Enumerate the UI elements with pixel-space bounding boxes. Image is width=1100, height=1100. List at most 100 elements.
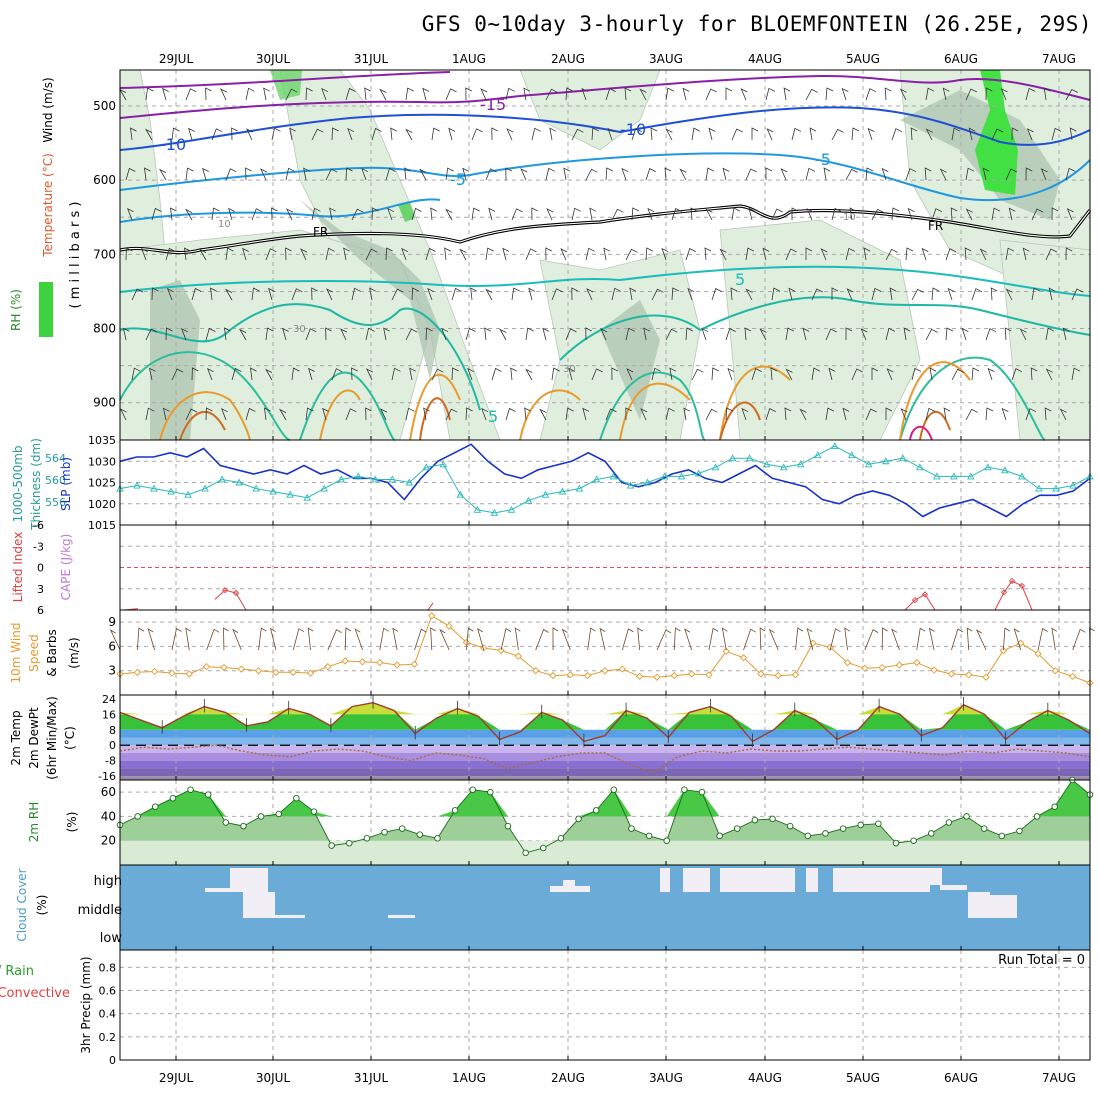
upper-wind-barb-0-12 [364, 87, 371, 101]
upper-wind-barb-7-31 [751, 368, 762, 381]
upper-wind-barb-8-8 [278, 408, 287, 421]
pressure-tick: 700 [93, 247, 116, 261]
rh-shade-6 [719, 219, 921, 441]
lifted-index-segment-4 [994, 580, 1033, 611]
temperature-contour-label: -15 [480, 95, 506, 114]
upper-wind-barb-8-10 [322, 407, 329, 421]
cloud-cover-block-13 [930, 868, 942, 885]
upper-wind-barb-3-24 [611, 208, 624, 221]
upper-wind-barb-0-17 [465, 87, 472, 101]
temp-band-1 [120, 729, 1090, 738]
wind-speed-series-point-30 [636, 672, 644, 681]
wind-barb-10m-30 [637, 627, 643, 651]
upper-wind-barb-7-24 [611, 367, 618, 381]
wind-barb-10m-13 [344, 627, 352, 651]
upper-wind-barb-5-28 [687, 287, 695, 301]
upper-wind-barb-3-7 [271, 207, 278, 221]
cloud-cover-block-10 [720, 868, 795, 892]
upper-wind-barb-3-40 [931, 208, 943, 221]
wind-barb-10m-4 [185, 627, 192, 651]
upper-wind-barb-8-47 [1059, 408, 1067, 421]
wind-barb-10m-23 [514, 627, 521, 651]
thickness-series-point-1 [133, 481, 141, 489]
rh-2m-series-point-31 [663, 837, 670, 844]
wind-barb-10m-32 [673, 627, 681, 651]
wind-barb-10m-19 [439, 628, 450, 651]
wind-speed-series-point-39 [791, 671, 800, 679]
upper-wind-barb-1-37 [867, 127, 875, 141]
rh-2m-series-point-8 [257, 813, 265, 820]
upper-wind-barb-4-38 [885, 248, 898, 261]
thickness-tick: 560 [45, 474, 66, 487]
wind-barb-10m-34 [708, 627, 719, 651]
rh-2m-series-point-33 [698, 788, 706, 796]
cape-axis-label: CAPE (J/kg) [59, 534, 73, 601]
wind-speed-series-point-4 [185, 670, 193, 678]
upper-wind-barb-4-35 [820, 248, 828, 261]
thickness-series-point-15 [371, 475, 380, 483]
upper-wind-barb-8-36 [842, 407, 850, 421]
upper-wind-barb-6-47 [1062, 327, 1070, 341]
upper-wind-barb-2-35 [823, 167, 831, 181]
upper-wind-barb-2-33 [780, 168, 788, 181]
upper-wind-barb-3-10 [329, 207, 336, 221]
upper-wind-barb-6-39 [903, 327, 911, 341]
freezing-level-label: FR [928, 219, 943, 233]
upper-wind-barb-6-45 [1019, 328, 1027, 341]
upper-wind-barb-0-40 [925, 87, 935, 101]
upper-wind-barb-3-33 [791, 207, 799, 220]
wind-barb-10m-24 [535, 628, 549, 651]
upper-wind-barb-4-22 [560, 248, 568, 261]
upper-wind-barb-7-25 [626, 368, 634, 381]
precip-convective-label: Convective [0, 986, 70, 1001]
upper-wind-barb-5-32 [771, 287, 781, 301]
isotherm-minus15 [119, 74, 1091, 119]
upper-wind-barb-3-45 [1031, 208, 1044, 221]
upper-wind-barb-0-9 [305, 87, 313, 101]
upper-wind-barb-7-47 [1071, 367, 1081, 381]
rh-axis-label: RH (%) [9, 289, 23, 331]
lifted-index-tick: 6 [37, 604, 44, 617]
upper-wind-barb-8-21 [539, 408, 547, 421]
rh-2m-series-point-51 [1016, 827, 1023, 835]
upper-wind-barb-4-3 [184, 247, 191, 261]
isotherm-25 [909, 425, 933, 441]
upper-wind-barb-4-46 [1045, 248, 1058, 261]
upper-wind-barb-0-30 [725, 87, 733, 100]
upper-wind-barb-8-6 [245, 407, 256, 421]
upper-wind-barb-0-31 [740, 88, 748, 101]
upper-wind-barb-4-8 [285, 247, 292, 261]
upper-wind-barb-1-1 [144, 128, 153, 141]
upper-wind-barb-0-27 [665, 87, 675, 101]
upper-wind-barb-3-15 [430, 207, 437, 221]
upper-wind-barb-6-29 [701, 327, 709, 341]
lifted-index-point [232, 589, 240, 597]
date-label-top: 30JUL [256, 52, 291, 66]
upper-wind-barb-6-38 [885, 327, 896, 341]
upper-wind-barb-8-1 [145, 407, 155, 421]
wind-speed-series-point-44 [878, 663, 886, 672]
upper-wind-barb-5-22 [571, 287, 578, 301]
thickness-series-point-49 [950, 472, 958, 480]
upper-wind-barb-1-29 [708, 127, 716, 141]
upper-wind-barb-6-40 [925, 328, 938, 341]
upper-wind-barb-8-31 [741, 407, 749, 421]
upper-wind-barb-5-38 [889, 287, 897, 301]
rh-contour-label: 10 [218, 219, 231, 230]
cloud-cover-block-8 [683, 868, 697, 892]
upper-wind-barb-5-0 [131, 288, 144, 301]
rh-legend-swatch [39, 282, 53, 337]
upper-wind-barb-6-28 [685, 327, 693, 341]
wind-barb-10m-43 [864, 629, 879, 651]
temp2m-axis-label-1: 2m DewPt [27, 707, 41, 769]
wind-speed-series-point-36 [739, 654, 748, 662]
upper-wind-barb-3-9 [311, 207, 321, 221]
upper-wind-barb-3-6 [251, 208, 263, 221]
wind-barb-10m-42 [844, 627, 851, 651]
thickness-series-point-55 [1052, 484, 1060, 492]
upper-wind-barb-3-34 [806, 208, 814, 221]
wind-speed-series-point-46 [913, 658, 921, 667]
upper-wind-barb-4-32 [762, 247, 770, 261]
upper-wind-barb-7-27 [669, 367, 677, 381]
upper-wind-barb-0-32 [765, 87, 776, 101]
